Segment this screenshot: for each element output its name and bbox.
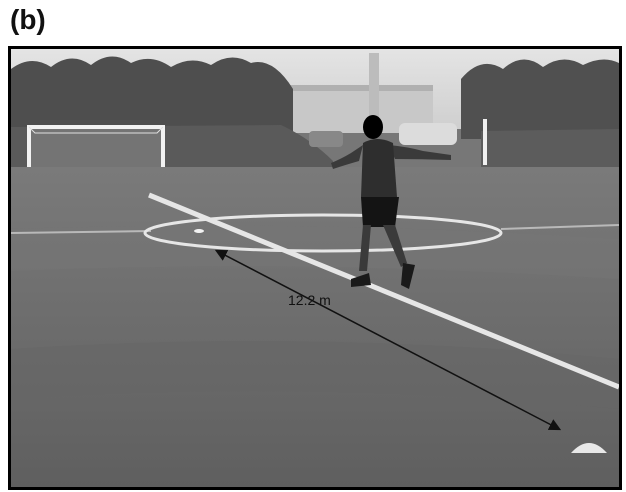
- parked-car: [399, 123, 457, 145]
- cone-end: [571, 443, 607, 453]
- photo-frame: [8, 46, 622, 490]
- tree-line: [11, 56, 293, 139]
- corner-post: [483, 119, 487, 165]
- panel-label: (b): [10, 4, 46, 35]
- player-head: [363, 115, 383, 139]
- distance-arrow: [214, 249, 562, 431]
- distance-label: 12.2 m: [288, 292, 331, 308]
- field-photo: [11, 49, 619, 487]
- cone-start: [194, 229, 204, 233]
